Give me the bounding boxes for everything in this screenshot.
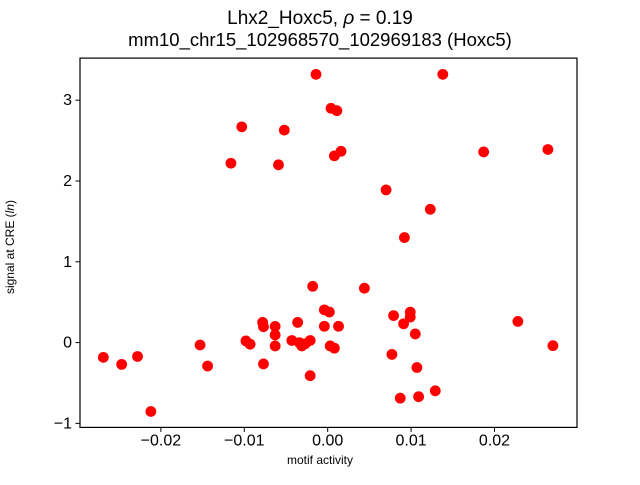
svg-text:−1: −1 [54,415,72,432]
svg-text:−0.01: −0.01 [224,432,265,449]
svg-text:1: 1 [63,254,72,271]
svg-text:0.01: 0.01 [396,432,427,449]
svg-text:−0.02: −0.02 [141,432,182,449]
svg-text:0.02: 0.02 [479,432,510,449]
svg-text:2: 2 [63,173,72,190]
svg-text:0.00: 0.00 [312,432,343,449]
svg-text:0: 0 [63,335,72,352]
svg-text:3: 3 [63,92,72,109]
